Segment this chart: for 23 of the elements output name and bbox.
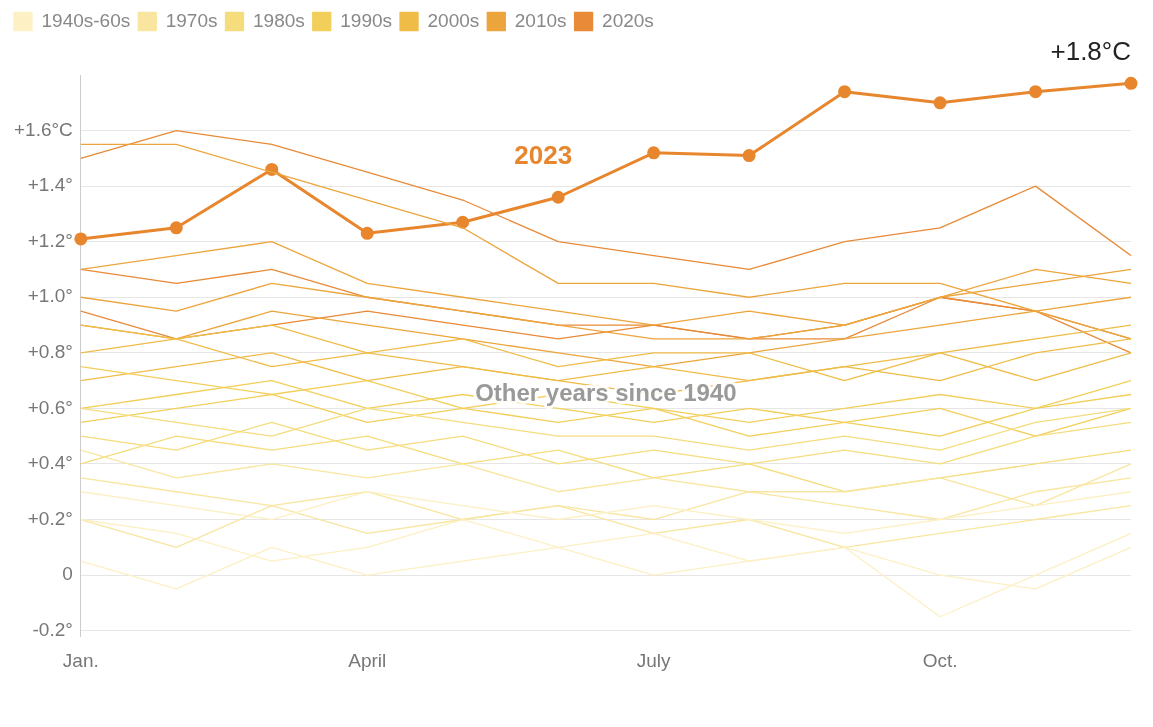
x-tick-label: July	[636, 649, 672, 671]
y-tick-label: 0	[62, 563, 73, 585]
legend-label: 1980s	[253, 9, 305, 31]
legend-label: 2020s	[602, 9, 654, 31]
y-tick-label: +0.4°	[27, 452, 73, 474]
y-tick-label: +1.0°	[27, 285, 73, 307]
y-tick-label: +1.6°C	[14, 118, 73, 140]
y-tick-label: +0.2°	[27, 507, 73, 529]
x-tick-label: Jan.	[62, 649, 99, 671]
y-tick-label: -0.2°	[32, 618, 73, 640]
y-tick-label: +0.8°	[27, 341, 73, 363]
series-label: 2023	[514, 140, 573, 171]
legend-label: 2000s	[427, 9, 480, 31]
x-tick-label: Oct.	[922, 649, 958, 671]
legend-label: 2010s	[514, 9, 567, 31]
y-tick-label: +1.4°	[27, 174, 73, 196]
legend-label: 1990s	[340, 9, 393, 31]
legend-label: 1970s	[165, 9, 218, 31]
legend-label: 1940s-60s	[41, 9, 131, 31]
y-tick-label: +0.6°	[27, 396, 73, 418]
text: +1.8°C	[1050, 36, 1131, 67]
y-tick-label: +1.2°	[27, 229, 73, 251]
x-tick-label: April	[348, 649, 387, 671]
